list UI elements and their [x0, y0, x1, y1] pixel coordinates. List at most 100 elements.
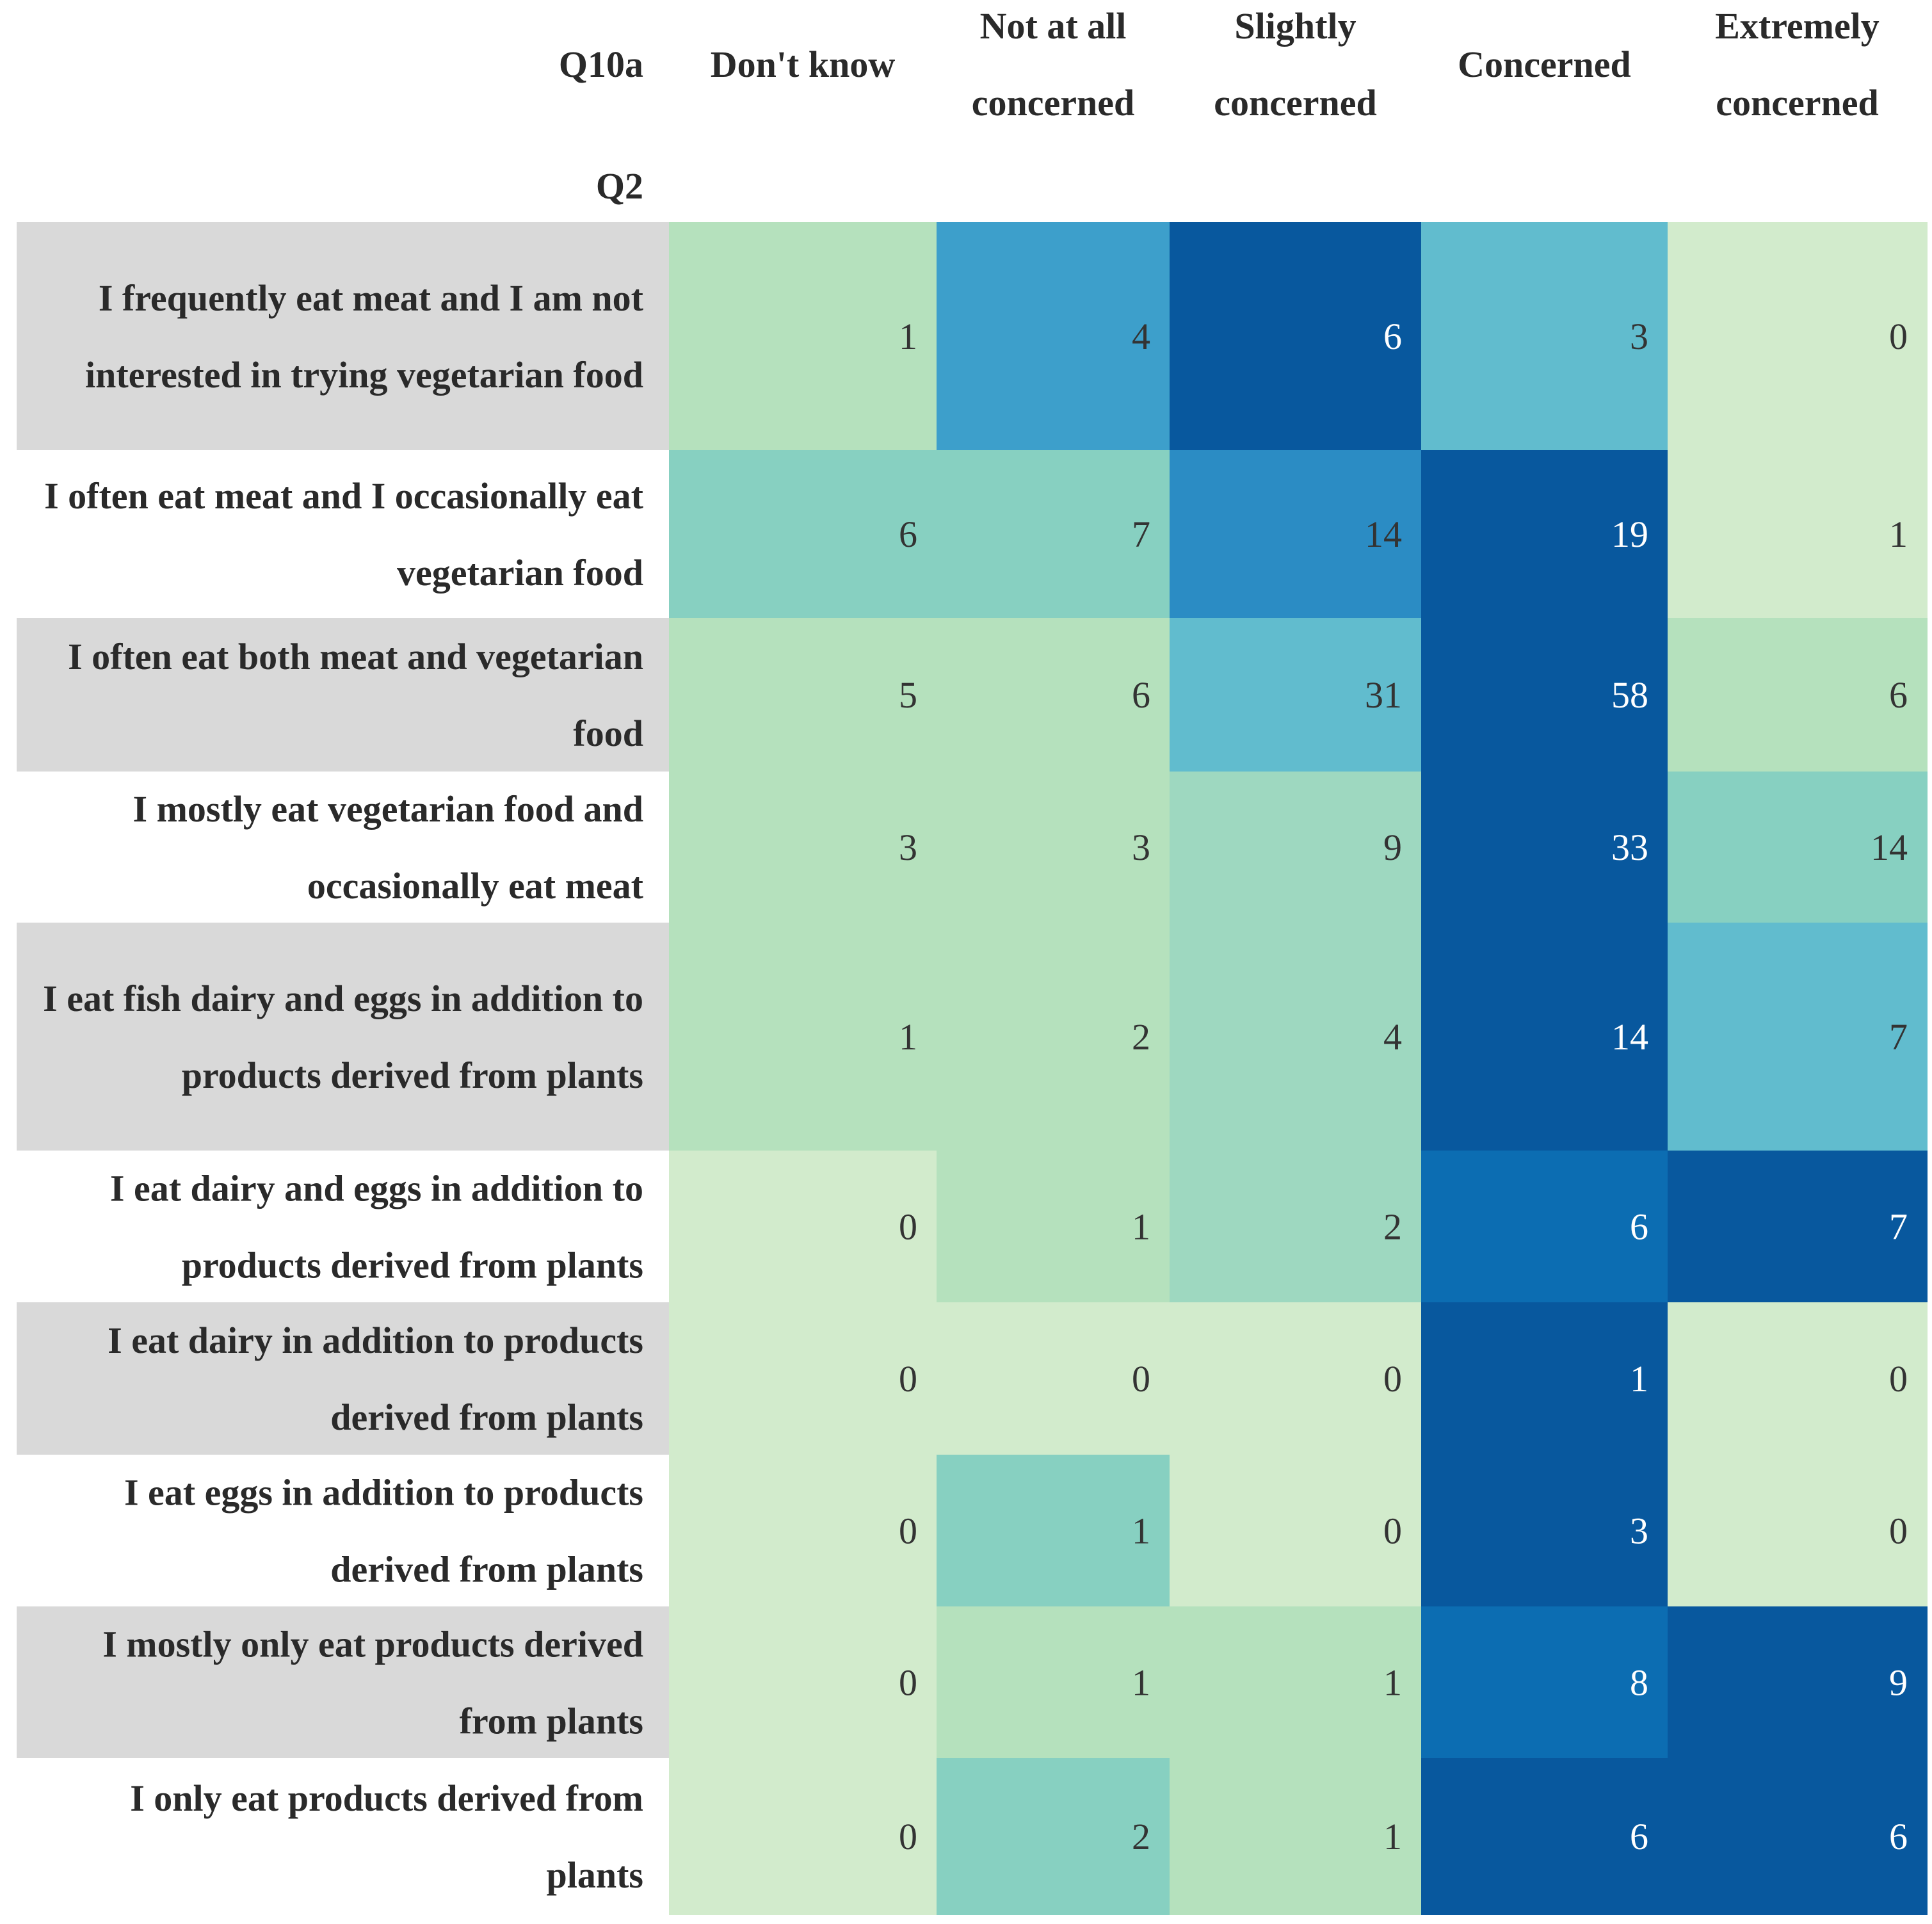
- cell-value: 7: [1889, 1206, 1908, 1248]
- cell-value: 4: [1383, 1016, 1402, 1058]
- heatmap-cell: [1668, 1758, 1928, 1915]
- row-label: I frequently eat meat and I am not intere…: [85, 277, 644, 396]
- heatmap-cell: [1421, 450, 1668, 618]
- cell-value: 2: [1132, 1816, 1150, 1857]
- heatmap-cell: [937, 1302, 1170, 1455]
- cell-value: 7: [1889, 1016, 1908, 1058]
- heatmap-cell: [1170, 222, 1422, 451]
- cell-value: 0: [1383, 1510, 1402, 1552]
- column-header: Concerned: [1458, 44, 1631, 85]
- cell-value: 5: [899, 674, 917, 716]
- heatmap-cell: [669, 618, 937, 772]
- column-variable-label: Q10a: [559, 44, 643, 85]
- heatmap-cell: [669, 222, 937, 451]
- cell-value: 3: [899, 827, 917, 868]
- cell-value: 6: [899, 513, 917, 555]
- heatmap-cell: [1170, 1302, 1422, 1455]
- cell-value: 14: [1871, 827, 1908, 868]
- row-label: I mostly eat vegetarian food and occasion…: [133, 788, 644, 907]
- row-label: I often eat both meat and vegetarian food: [68, 636, 643, 754]
- column-header: Not at all concerned: [972, 5, 1135, 124]
- cell-value: 3: [1630, 316, 1648, 357]
- row-label: I only eat products derived from plants: [130, 1777, 643, 1896]
- heatmap-cell: [1170, 618, 1422, 772]
- row-label: I eat eggs in addition to products derive…: [124, 1472, 643, 1590]
- cell-value: 2: [1383, 1206, 1402, 1248]
- cell-value: 14: [1365, 513, 1402, 555]
- heatmap-cell: [1668, 923, 1928, 1151]
- cell-value: 6: [1630, 1816, 1648, 1857]
- heatmap-cell: [1170, 1606, 1422, 1759]
- row-label: I often eat meat and I occasionally eat v…: [44, 475, 644, 594]
- cell-value: 1: [899, 316, 917, 357]
- heatmap-cell: [1421, 1302, 1668, 1455]
- cell-value: 6: [1630, 1206, 1648, 1248]
- heatmap-cell: [937, 923, 1170, 1151]
- cell-value: 0: [1383, 1358, 1402, 1400]
- cell-value: 1: [1132, 1206, 1150, 1248]
- cell-value: 7: [1132, 513, 1150, 555]
- cell-value: 8: [1630, 1662, 1648, 1704]
- cell-value: 6: [1889, 1816, 1908, 1857]
- heatmap-cell: [669, 450, 937, 618]
- cell-value: 58: [1611, 674, 1648, 716]
- heatmap-cell: [669, 772, 937, 923]
- cell-value: 0: [1889, 316, 1908, 357]
- heatmap-cell: [1668, 222, 1928, 451]
- cell-value: 4: [1132, 316, 1150, 357]
- heatmap-cell: [1668, 618, 1928, 772]
- heatmap-cell: [937, 1606, 1170, 1759]
- cell-value: 0: [1889, 1358, 1908, 1400]
- cell-value: 31: [1365, 674, 1402, 716]
- heatmap-cell: [1668, 450, 1928, 618]
- heatmap-cell: [937, 772, 1170, 923]
- cell-value: 0: [899, 1816, 917, 1857]
- cell-value: 1: [1383, 1816, 1402, 1857]
- row-label: I mostly only eat products derived from p…: [102, 1624, 643, 1742]
- heatmap-cell: [1668, 772, 1928, 923]
- row-label-band: [17, 1302, 669, 1455]
- cell-value: 1: [899, 1016, 917, 1058]
- cell-value: 19: [1611, 513, 1648, 555]
- heatmap-cell: [1668, 1151, 1928, 1303]
- heatmap-cell: [937, 1151, 1170, 1303]
- row-label-band: [17, 1606, 669, 1758]
- heatmap-cell: [669, 1606, 937, 1759]
- heatmap-cell: [1421, 1606, 1668, 1759]
- cell-value: 0: [899, 1662, 917, 1704]
- heatmap-cell: [937, 222, 1170, 451]
- row-label-band: [17, 618, 669, 772]
- cell-value: 0: [1889, 1510, 1908, 1552]
- heatmap-cell: [669, 1455, 937, 1607]
- cell-value: 1: [1889, 513, 1908, 555]
- heatmap-cell: [1170, 1455, 1422, 1607]
- cell-value: 0: [899, 1206, 917, 1248]
- cell-value: 0: [1132, 1358, 1150, 1400]
- row-label-band: [17, 222, 669, 450]
- cell-value: 14: [1611, 1016, 1648, 1058]
- column-header: Extremely concerned: [1715, 5, 1880, 124]
- row-label-band: [17, 923, 669, 1151]
- heatmap-cell: [1421, 222, 1668, 451]
- heatmap-cell: [1421, 923, 1668, 1151]
- heatmap-cell: [937, 450, 1170, 618]
- cell-value: 6: [1889, 674, 1908, 716]
- cell-value: 2: [1132, 1016, 1150, 1058]
- row-variable-label: Q2: [596, 165, 643, 207]
- heatmap-cell: [937, 618, 1170, 772]
- heatmap-cell: [1668, 1606, 1928, 1759]
- row-label: I eat dairy and eggs in addition to produ…: [110, 1168, 643, 1286]
- cell-value: 0: [899, 1358, 917, 1400]
- cell-value: 1: [1383, 1662, 1402, 1704]
- heatmap-cell: [1421, 1151, 1668, 1303]
- heatmap-cell: [1421, 1758, 1668, 1915]
- heatmap-cell: [669, 923, 937, 1151]
- heatmap-cell: [937, 1758, 1170, 1915]
- heatmap-cell: [1170, 450, 1422, 618]
- cell-value: 3: [1630, 1510, 1648, 1552]
- cell-value: 33: [1611, 827, 1648, 868]
- row-label: I eat fish dairy and eggs in addition to…: [43, 978, 643, 1096]
- cell-value: 9: [1383, 827, 1402, 868]
- heatmap-cell: [1421, 618, 1668, 772]
